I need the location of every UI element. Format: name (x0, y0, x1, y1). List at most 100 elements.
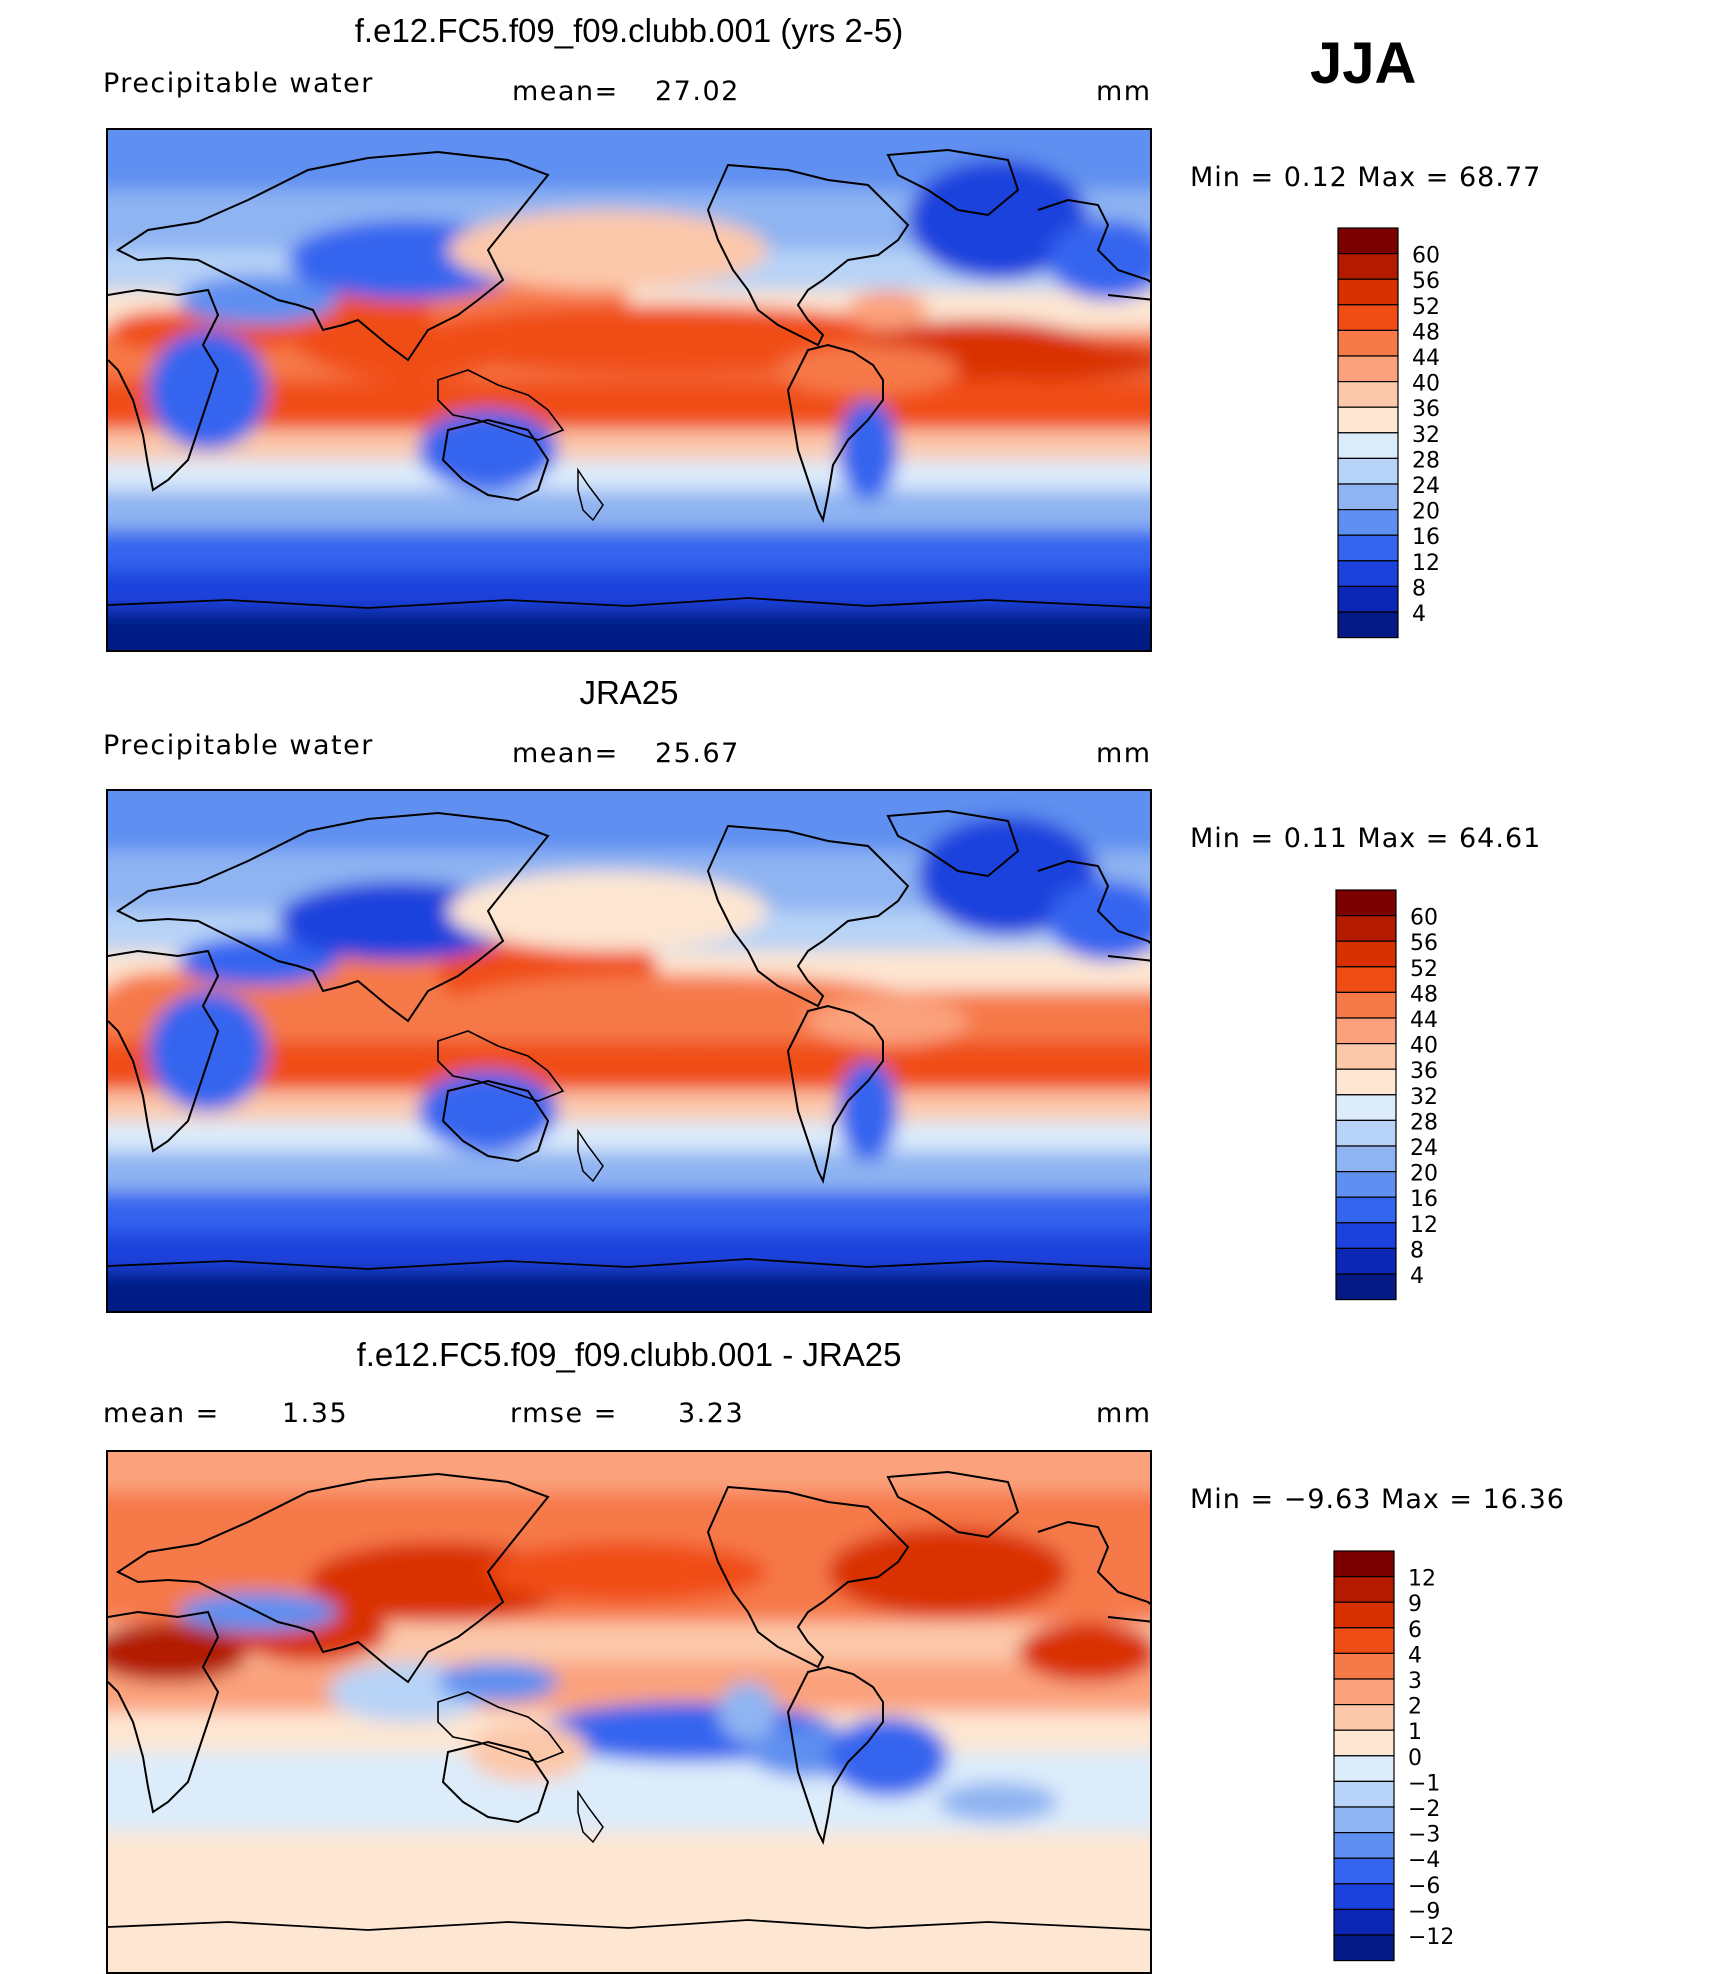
panel-obs-colorbar-box (1335, 991, 1397, 1019)
panel-obs-colorbar-box (1335, 1017, 1397, 1045)
panel-diff-map-svg (108, 1452, 1150, 1972)
panel-obs-colorbar-tick-label: 28 (1410, 1110, 1438, 1135)
panel-obs-colorbar-tick-label: 12 (1410, 1213, 1438, 1238)
panel-model-colorbar: 60 56 52 48 44 40 36 32 28 24 20 16 12 8 4 (1337, 227, 1498, 646)
panel-diff-colorbar-tick-label: 0 (1408, 1746, 1422, 1771)
panel-diff-colorbar-tick-label: −1 (1408, 1771, 1440, 1796)
panel-obs-colorbar-box (1335, 1145, 1397, 1173)
panel-diff-band (108, 1882, 1150, 1972)
panel-obs-mean-label: mean= (512, 738, 619, 769)
panel-diff-colorbar-box (1333, 1832, 1395, 1859)
panel-diff-colorbar-tick-label: −9 (1408, 1899, 1440, 1924)
panel-model-units: mm (1096, 76, 1152, 107)
panel-model-colorbar-tick-label: 20 (1412, 500, 1440, 525)
panel-model-band (108, 610, 1150, 650)
panel-model-colorbar-box (1337, 355, 1399, 383)
panel-diff-rmse-value: 3.23 (678, 1398, 745, 1429)
panel-model-anomaly (148, 330, 268, 450)
panel-model-variable-label: Precipitable water (103, 68, 374, 99)
panel-diff-colorbar-box (1333, 1755, 1395, 1783)
panel-diff-anomaly (108, 1622, 248, 1682)
panel-obs-colorbar-box (1335, 1171, 1397, 1198)
panel-diff-mean-label: mean = (103, 1398, 220, 1429)
panel-diff-colorbar-box (1333, 1627, 1395, 1655)
panel-obs-anomaly (418, 1071, 558, 1151)
panel-obs-colorbar-box (1335, 1222, 1397, 1249)
panel-model-band (108, 490, 1150, 532)
panel-obs-anomaly (1048, 881, 1150, 961)
panel-diff-anomaly (828, 1527, 1068, 1617)
panel-obs-min-max: Min = 0.11 Max = 64.61 (1190, 823, 1542, 854)
panel-diff-anomaly (1018, 1622, 1150, 1682)
season-label: JJA (1310, 31, 1417, 96)
panel-diff-colorbar-box (1333, 1652, 1395, 1680)
panel-obs-band (108, 1271, 1150, 1311)
panel-model-colorbar-box (1337, 329, 1399, 357)
panel-obs-colorbar-tick-label: 48 (1410, 982, 1438, 1007)
panel-model-colorbar-box (1337, 457, 1399, 485)
panel-model-colorbar-box (1337, 560, 1399, 587)
panel-obs-anomaly (838, 1061, 898, 1161)
panel-diff-colorbar-box (1333, 1601, 1395, 1629)
panel-model-colorbar-tick-label: 32 (1412, 423, 1440, 448)
panel-obs-band (108, 1231, 1150, 1273)
panel-model-colorbar-tick-label: 60 (1412, 244, 1440, 269)
panel-model-map (106, 128, 1152, 652)
panel-diff-colorbar-tick-label: −2 (1408, 1797, 1440, 1822)
panel-diff-colorbar-tick-label: −12 (1408, 1925, 1454, 1950)
panel-diff-colorbar-tick-label: −4 (1408, 1848, 1440, 1873)
panel-model-title: f.e12.FC5.f09_f09.clubb.001 (yrs 2-5) (354, 12, 904, 49)
panel-diff-colorbar: 12 9 6 4 3 2 1 0 −1 −2 −3 −4 −6 −9 −12 (1333, 1550, 1494, 1969)
panel-diff-anomaly (488, 1542, 768, 1602)
panel-obs-colorbar-box (1335, 1094, 1397, 1122)
panel-obs-anomaly (448, 974, 928, 1038)
panel-obs-colorbar-box (1335, 1068, 1397, 1096)
panel-model-colorbar-tick-label: 44 (1412, 346, 1440, 371)
panel-model-colorbar-box (1337, 509, 1399, 536)
panel-obs-colorbar-box (1335, 1196, 1397, 1224)
panel-model-colorbar-tick-label: 56 (1412, 269, 1440, 294)
panel-obs-colorbar-box (1335, 889, 1397, 917)
panel-obs-variable-label: Precipitable water (103, 730, 374, 761)
panel-obs-colorbar-tick-label: 44 (1410, 1008, 1438, 1033)
panel-model-colorbar-tick-label: 24 (1412, 474, 1440, 499)
panel-model-colorbar-box (1337, 432, 1399, 460)
panel-model-colorbar-tick-label: 48 (1412, 320, 1440, 345)
panel-obs-colorbar-tick-label: 8 (1410, 1238, 1424, 1263)
panel-diff-colorbar-box (1333, 1729, 1395, 1757)
panel-model-band (108, 380, 1150, 432)
panel-model-colorbar-box (1337, 585, 1399, 613)
panel-diff-anomaly (718, 1682, 778, 1742)
panel-obs-colorbar-box (1335, 1043, 1397, 1070)
panel-obs-band (108, 1041, 1150, 1093)
panel-obs-title: JRA25 (579, 674, 679, 711)
panel-model-anomaly (448, 210, 768, 290)
panel-diff-colorbar-tick-label: 3 (1408, 1669, 1422, 1694)
panel-diff-band (108, 1832, 1150, 1884)
panel-model-colorbar-box (1337, 406, 1399, 434)
panel-obs-band (108, 1191, 1150, 1233)
panel-diff-anomaly (938, 1782, 1058, 1822)
panel-obs-colorbar-box (1335, 1273, 1397, 1301)
panel-obs-colorbar-tick-label: 56 (1410, 931, 1438, 956)
panel-diff-anomaly (828, 1717, 948, 1797)
panel-model-anomaly (1048, 220, 1150, 300)
panel-diff-colorbar-tick-label: −6 (1408, 1874, 1440, 1899)
panel-diff-colorbar-box (1333, 1883, 1395, 1910)
panel-obs-mean-value: 25.67 (655, 738, 740, 769)
panel-obs-colorbar-tick-label: 40 (1410, 1034, 1438, 1059)
panel-diff-colorbar-box (1333, 1704, 1395, 1731)
panel-model-colorbar-tick-label: 40 (1412, 372, 1440, 397)
panel-model-anomaly (918, 340, 1150, 380)
panel-obs-anomaly (148, 991, 268, 1111)
panel-obs-map-svg (108, 791, 1150, 1311)
panel-diff-units: mm (1096, 1398, 1152, 1429)
panel-obs-colorbar-tick-label: 24 (1410, 1136, 1438, 1161)
panel-model-band (108, 430, 1150, 462)
panel-diff-colorbar-box (1333, 1934, 1395, 1962)
panel-obs-anomaly (448, 871, 768, 951)
panel-diff-colorbar-tick-label: 2 (1408, 1695, 1422, 1720)
panel-diff-colorbar-tick-label: −3 (1408, 1823, 1440, 1848)
panel-model-colorbar-box (1337, 381, 1399, 408)
